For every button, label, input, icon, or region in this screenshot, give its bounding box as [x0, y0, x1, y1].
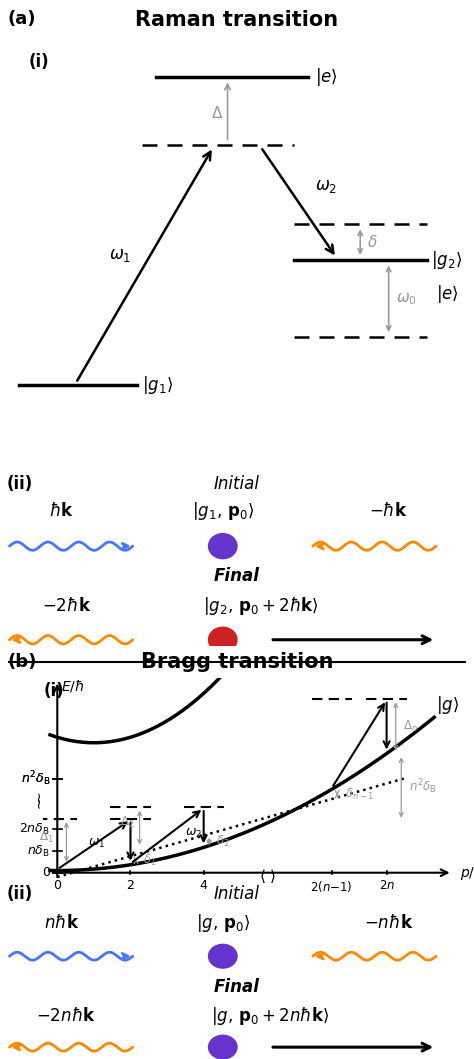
Circle shape: [209, 1036, 237, 1059]
Text: $-n\hbar\mathbf{k}$: $-n\hbar\mathbf{k}$: [364, 914, 413, 932]
Text: 2: 2: [127, 879, 135, 893]
Text: $\omega_1$: $\omega_1$: [88, 837, 105, 849]
Text: $n^2\delta_{\rm B}$: $n^2\delta_{\rm B}$: [20, 770, 50, 788]
Text: $\Delta_n$: $\Delta_n$: [403, 719, 418, 734]
Text: $|g_1\rangle$: $|g_1\rangle$: [142, 375, 173, 396]
Text: 4: 4: [200, 879, 208, 893]
Text: $\omega_0$: $\omega_0$: [396, 291, 417, 307]
Text: Final: Final: [214, 567, 260, 585]
Text: $E/\hbar$: $E/\hbar$: [61, 678, 84, 694]
Text: $\omega_2$: $\omega_2$: [315, 177, 337, 195]
Text: $\Delta_2$: $\Delta_2$: [119, 815, 134, 830]
Circle shape: [209, 534, 237, 559]
Text: $\delta_2$: $\delta_2$: [217, 833, 230, 849]
Text: (i): (i): [28, 53, 49, 71]
Text: $|e\rangle$: $|e\rangle$: [315, 66, 338, 88]
Text: 0: 0: [53, 879, 61, 893]
Text: Final: Final: [214, 977, 260, 995]
Text: $-\hbar\mathbf{k}$: $-\hbar\mathbf{k}$: [369, 502, 408, 520]
Text: (i): (i): [44, 682, 64, 700]
Text: $\Delta$: $\Delta$: [211, 105, 223, 121]
Circle shape: [209, 945, 237, 968]
Text: Raman transition: Raman transition: [136, 10, 338, 30]
Text: $n\hbar\mathbf{k}$: $n\hbar\mathbf{k}$: [44, 914, 79, 932]
Text: $\delta_{n-1}$: $\delta_{n-1}$: [345, 787, 374, 802]
Text: $\hbar\mathbf{k}$: $\hbar\mathbf{k}$: [49, 502, 74, 520]
Text: $\langle\;\rangle$: $\langle\;\rangle$: [259, 867, 276, 885]
Text: $|g,\,\mathbf{p}_0+2n\hbar\mathbf{k}\rangle$: $|g,\,\mathbf{p}_0+2n\hbar\mathbf{k}\ran…: [211, 1005, 329, 1026]
Text: $\omega_1$: $\omega_1$: [109, 247, 131, 265]
Text: $|g_2\rangle$: $|g_2\rangle$: [431, 249, 463, 271]
Text: $2(n{-}1)$: $2(n{-}1)$: [310, 879, 353, 894]
Text: $p/(\hbar k)$: $p/(\hbar k)$: [460, 864, 474, 882]
Text: $n\delta_{\rm B}$: $n\delta_{\rm B}$: [27, 844, 50, 859]
Text: (ii): (ii): [7, 885, 33, 903]
Text: $|g\rangle$: $|g\rangle$: [436, 694, 459, 716]
Text: Bragg transition: Bragg transition: [141, 652, 333, 671]
Text: $n^2\delta_{\rm B}$: $n^2\delta_{\rm B}$: [409, 777, 437, 796]
Text: $-2n\hbar\mathbf{k}$: $-2n\hbar\mathbf{k}$: [36, 1006, 96, 1024]
Text: $|g_2,\,\mathbf{p}_0+2\hbar\mathbf{k}\rangle$: $|g_2,\,\mathbf{p}_0+2\hbar\mathbf{k}\ra…: [203, 595, 319, 617]
Text: $|g,\,\mathbf{p}_0\rangle$: $|g,\,\mathbf{p}_0\rangle$: [196, 912, 250, 934]
Text: $\Delta_1$: $\Delta_1$: [39, 830, 54, 845]
Text: (ii): (ii): [7, 475, 33, 493]
Text: 0: 0: [42, 866, 50, 879]
Text: Initial: Initial: [214, 885, 260, 903]
Text: $-2\hbar\mathbf{k}$: $-2\hbar\mathbf{k}$: [42, 597, 91, 615]
Text: $\delta_1$: $\delta_1$: [143, 852, 157, 868]
Text: $\sim$: $\sim$: [32, 792, 46, 807]
Text: $2n\delta_{\rm B}$: $2n\delta_{\rm B}$: [19, 822, 50, 837]
Text: Initial: Initial: [214, 475, 260, 493]
Text: $2n$: $2n$: [379, 879, 395, 893]
Text: $\omega_2$: $\omega_2$: [185, 826, 202, 840]
Text: (b): (b): [7, 653, 36, 670]
Text: $|g_1,\,\mathbf{p}_0\rangle$: $|g_1,\,\mathbf{p}_0\rangle$: [191, 500, 254, 522]
Text: $|e\rangle$: $|e\rangle$: [436, 283, 459, 305]
Text: (a): (a): [7, 10, 36, 28]
Text: $\sim$: $\sim$: [32, 797, 46, 812]
Circle shape: [209, 627, 237, 652]
Text: $n^2\delta_{\rm B}$: $n^2\delta_{\rm B}$: [20, 770, 50, 788]
Text: $\delta$: $\delta$: [367, 234, 378, 250]
